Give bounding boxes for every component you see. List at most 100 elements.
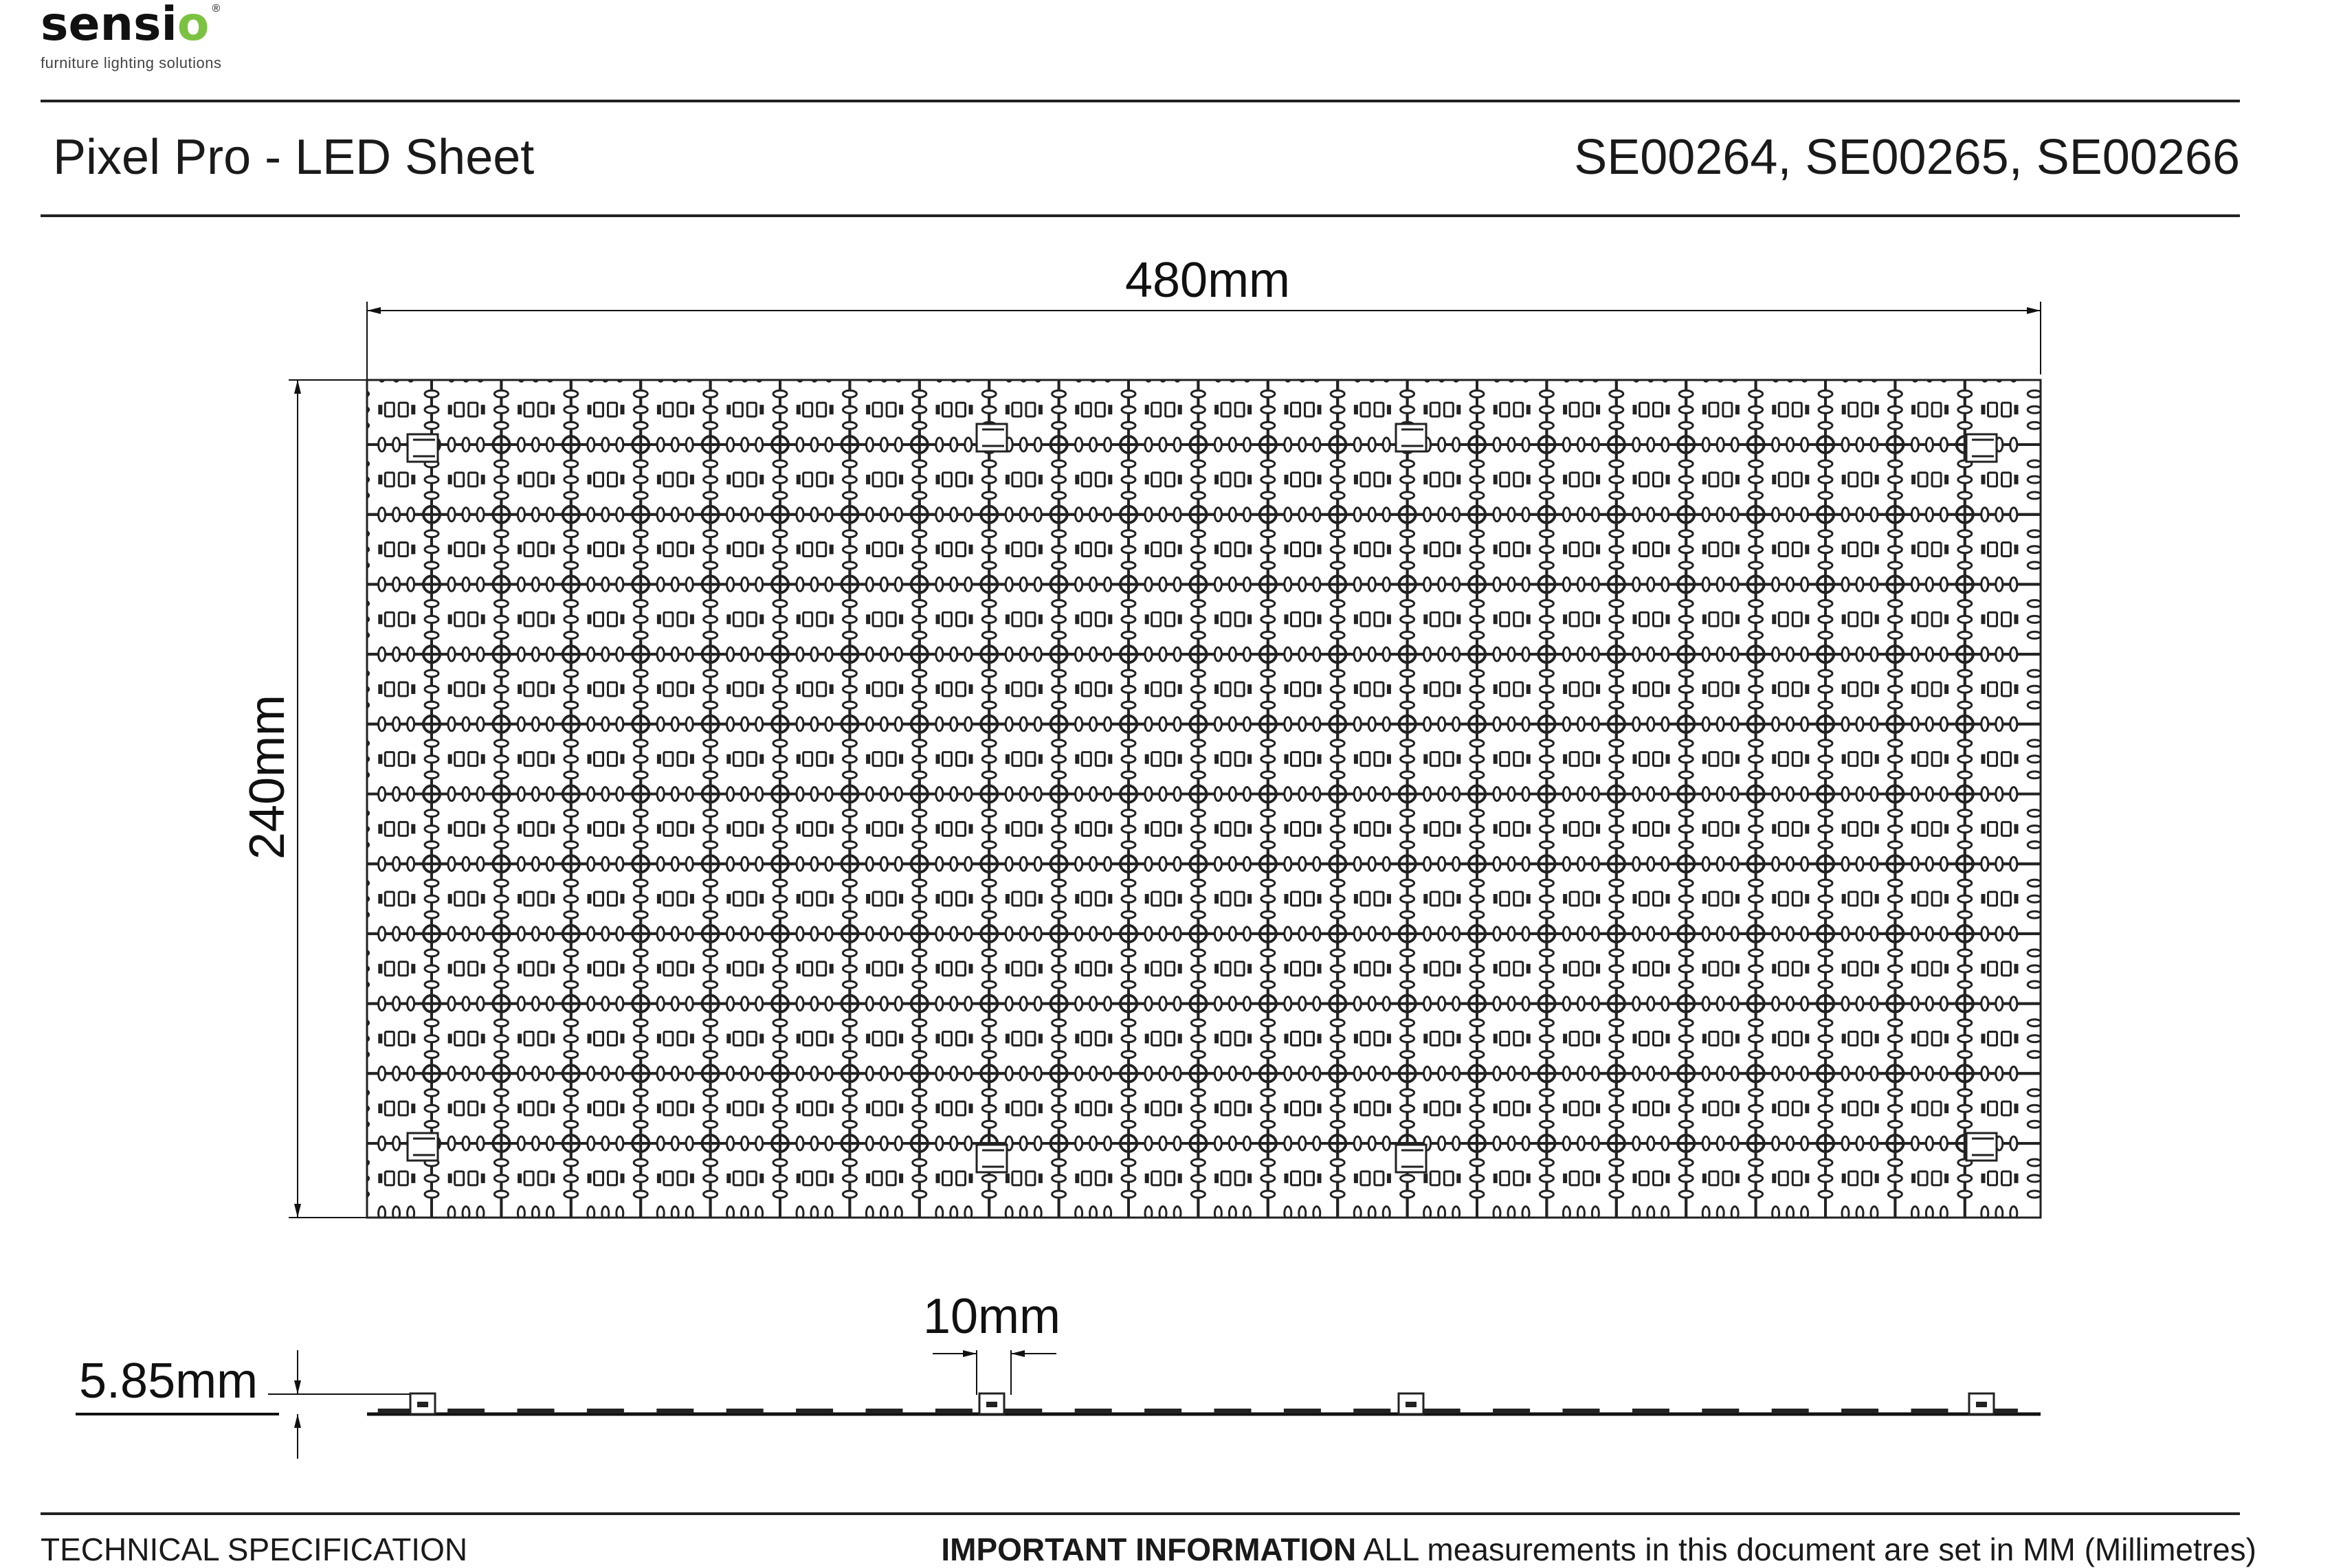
resistor-oval — [1608, 770, 1625, 780]
led-cluster — [1284, 1170, 1322, 1187]
resistor-oval — [1748, 948, 1764, 958]
resistor-oval — [843, 1245, 856, 1252]
resistor-oval — [911, 1158, 928, 1167]
resistor-oval — [1173, 716, 1182, 732]
led-chip — [1639, 1100, 1650, 1117]
led-cluster — [1005, 751, 1043, 768]
resistor-oval — [1800, 1135, 1810, 1152]
led-chip — [816, 751, 828, 768]
resistor-oval — [1817, 840, 1834, 849]
resistor-oval — [1437, 436, 1447, 453]
resistor-oval — [702, 475, 719, 484]
led-pad — [1423, 544, 1428, 555]
resistor-oval — [632, 1088, 649, 1097]
led-cluster — [1284, 471, 1322, 488]
resistor-oval — [1089, 506, 1098, 523]
led-chip — [955, 541, 966, 558]
resistor-oval — [1538, 840, 1555, 849]
led-pad — [1144, 474, 1149, 484]
resistor-oval — [1817, 405, 1834, 414]
resistor-oval — [2051, 997, 2058, 1011]
led-chip — [1290, 401, 1301, 418]
resistor-oval — [1120, 1018, 1137, 1028]
led-chip — [1987, 820, 1998, 837]
resistor-oval — [632, 491, 649, 500]
resistor-oval — [1074, 716, 1084, 732]
resistor-oval — [1800, 996, 1810, 1012]
profile-led — [1841, 1409, 1879, 1413]
led-chip — [1722, 401, 1733, 418]
resistor-oval — [1399, 878, 1416, 888]
led-pad — [1247, 1104, 1252, 1114]
resistor-oval — [772, 809, 788, 818]
resistor-oval — [1103, 786, 1113, 802]
resistor-oval — [841, 770, 858, 780]
led-chip — [1025, 611, 1036, 627]
resistor-oval — [545, 786, 555, 802]
led-pad — [1005, 824, 1010, 834]
resistor-oval — [841, 630, 858, 640]
led-cluster — [518, 1030, 555, 1046]
resistor-oval — [1887, 421, 1903, 430]
resistor-oval — [1786, 1205, 1795, 1218]
led-chip — [454, 611, 465, 627]
led-pad — [1526, 474, 1531, 484]
led-cluster — [726, 1100, 764, 1117]
led-chip — [1931, 1100, 1942, 1117]
resistor-oval — [1590, 786, 1600, 802]
resistor-oval — [1748, 1174, 1764, 1183]
led-cluster — [1981, 401, 2019, 418]
resistor-oval — [2051, 1066, 2058, 1080]
resistor-oval — [531, 506, 540, 523]
resistor-oval — [1887, 1088, 1903, 1097]
led-pad — [656, 824, 661, 834]
resistor-oval — [981, 1088, 997, 1097]
led-pad — [1911, 963, 1916, 974]
resistor-oval — [702, 1158, 719, 1167]
resistor-oval — [2028, 1261, 2041, 1268]
resistor-oval — [981, 1018, 997, 1028]
resistor-oval — [1980, 646, 1990, 662]
resistor-oval — [726, 506, 735, 523]
led-pad — [1108, 474, 1113, 484]
resistor-oval — [911, 809, 928, 818]
resistor-oval — [493, 475, 509, 484]
resistor-oval — [1869, 716, 1879, 732]
led-pad — [1981, 754, 1986, 764]
resistor-oval — [810, 1065, 819, 1082]
resistor-oval — [702, 825, 719, 833]
led-pad — [1386, 405, 1391, 415]
led-chip — [1652, 891, 1663, 907]
resistor-oval — [702, 948, 719, 958]
resistor-oval — [1771, 786, 1781, 802]
led-pad — [1353, 405, 1358, 415]
led-chip — [1304, 1170, 1315, 1187]
led-pad — [447, 474, 452, 484]
resistor-oval — [2065, 577, 2072, 591]
resistor-oval — [1538, 459, 1555, 469]
resistor-oval — [461, 786, 471, 802]
led-cluster — [1284, 891, 1322, 907]
profile-led — [1562, 1409, 1600, 1413]
resistor-oval — [740, 1205, 750, 1218]
led-cluster — [1841, 820, 1879, 837]
resistor-oval — [911, 964, 928, 974]
resistor-oval — [1399, 1104, 1416, 1113]
resistor-oval — [632, 948, 649, 958]
resistor-oval — [516, 506, 526, 523]
resistor-oval — [1089, 1065, 1098, 1082]
led-chip — [1443, 1030, 1454, 1046]
resistor-oval — [1353, 1135, 1362, 1152]
resistor-oval — [1423, 786, 1432, 802]
led-pad — [656, 894, 661, 904]
led-pad — [1981, 474, 1986, 484]
resistor-oval — [656, 506, 665, 523]
led-pad — [1981, 894, 1986, 904]
led-chip — [467, 961, 479, 977]
resistor-oval — [531, 1205, 540, 1218]
resistor-oval — [1399, 894, 1416, 904]
led-cluster — [1772, 401, 1810, 418]
resistor-oval — [447, 716, 456, 732]
led-chip — [942, 611, 953, 627]
resistor-oval — [1562, 855, 1571, 872]
